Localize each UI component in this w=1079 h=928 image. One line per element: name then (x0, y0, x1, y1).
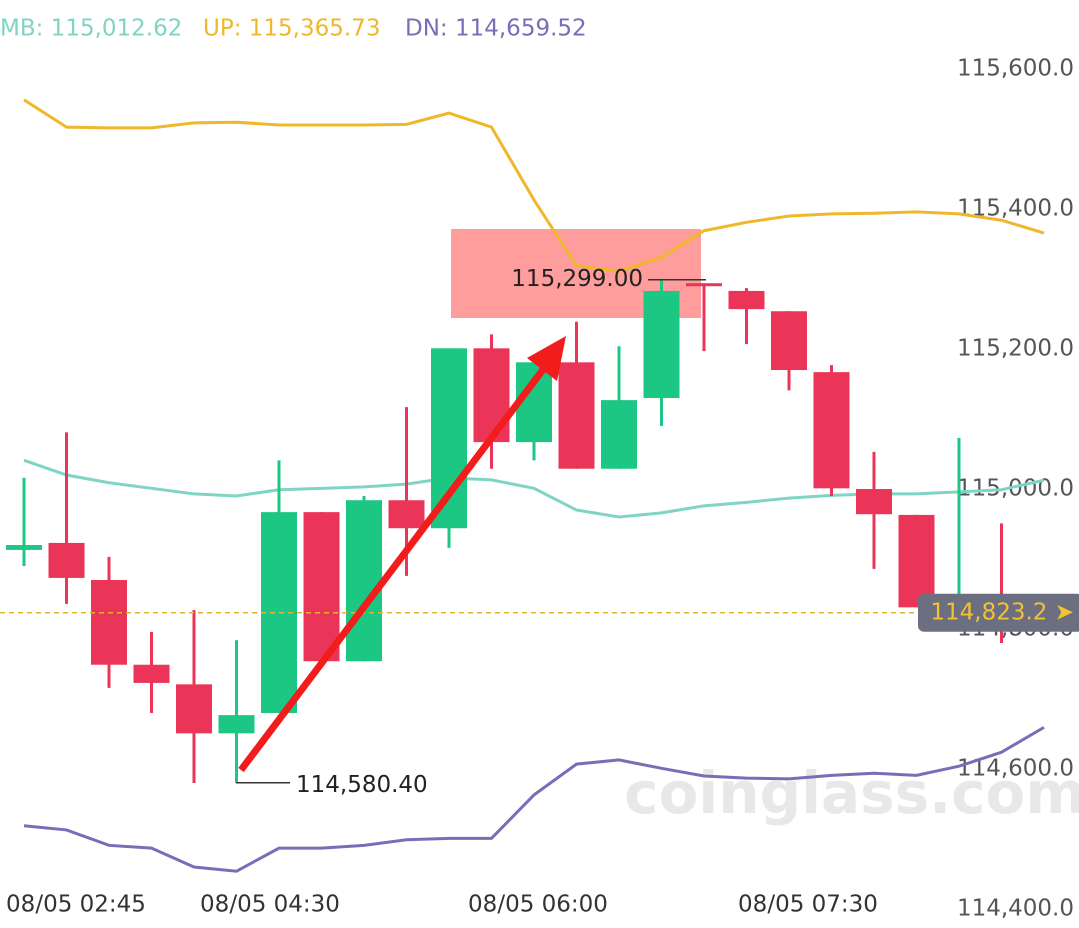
x-tick-label: 08/05 04:30 (200, 892, 340, 918)
y-tick-label: 115,200.0 (957, 336, 1074, 362)
candle-body (388, 500, 425, 529)
candle-body (48, 542, 85, 578)
x-tick-label: 08/05 06:00 (468, 892, 608, 918)
candle-body (218, 715, 255, 734)
candle-body (431, 348, 467, 529)
candle-body (728, 290, 765, 310)
candle-body (813, 372, 850, 489)
y-tick-label: 115,000.0 (957, 476, 1074, 502)
y-tick-label: 115,600.0 (957, 56, 1074, 82)
candle-body (856, 489, 892, 515)
legend-entry: MB: 115,012.62 (0, 16, 182, 42)
candle-body (898, 514, 935, 608)
y-tick-label: 114,600.0 (957, 756, 1074, 782)
low-marker-label: 114,580.40 (296, 772, 428, 798)
candle-body (601, 400, 637, 469)
watermark: coinglass.com (624, 759, 1079, 827)
high-marker-label: 115,299.00 (511, 266, 643, 292)
x-tick-label: 08/05 07:30 (738, 892, 878, 918)
candle-body (686, 283, 722, 287)
candle-body (346, 500, 382, 662)
band-line (23, 98, 1045, 273)
candle-body (473, 348, 510, 443)
x-tick-label: 08/05 02:45 (6, 892, 146, 918)
candle-body (176, 684, 212, 734)
candle-body (133, 664, 170, 683)
y-tick-label: 114,400.0 (957, 896, 1074, 922)
candle-body (771, 311, 807, 371)
trend-arrow (238, 364, 548, 773)
candle-body (6, 545, 42, 550)
candle-body (91, 580, 127, 665)
last-price-tag (918, 593, 1079, 632)
candle-body (558, 362, 595, 469)
legend-entry: DN: 114,659.52 (405, 16, 587, 42)
legend-entry: UP: 115,365.73 (203, 16, 380, 42)
arrow-head (527, 336, 566, 381)
candle-body (303, 512, 340, 662)
band-line (23, 726, 1045, 873)
candle-body (643, 290, 680, 399)
last-price-label: 114,823.2 ➤ (930, 599, 1074, 625)
